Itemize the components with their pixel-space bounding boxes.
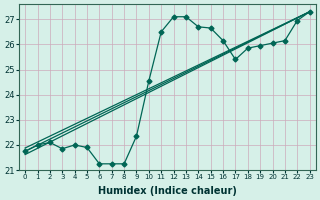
X-axis label: Humidex (Indice chaleur): Humidex (Indice chaleur) [98,186,237,196]
